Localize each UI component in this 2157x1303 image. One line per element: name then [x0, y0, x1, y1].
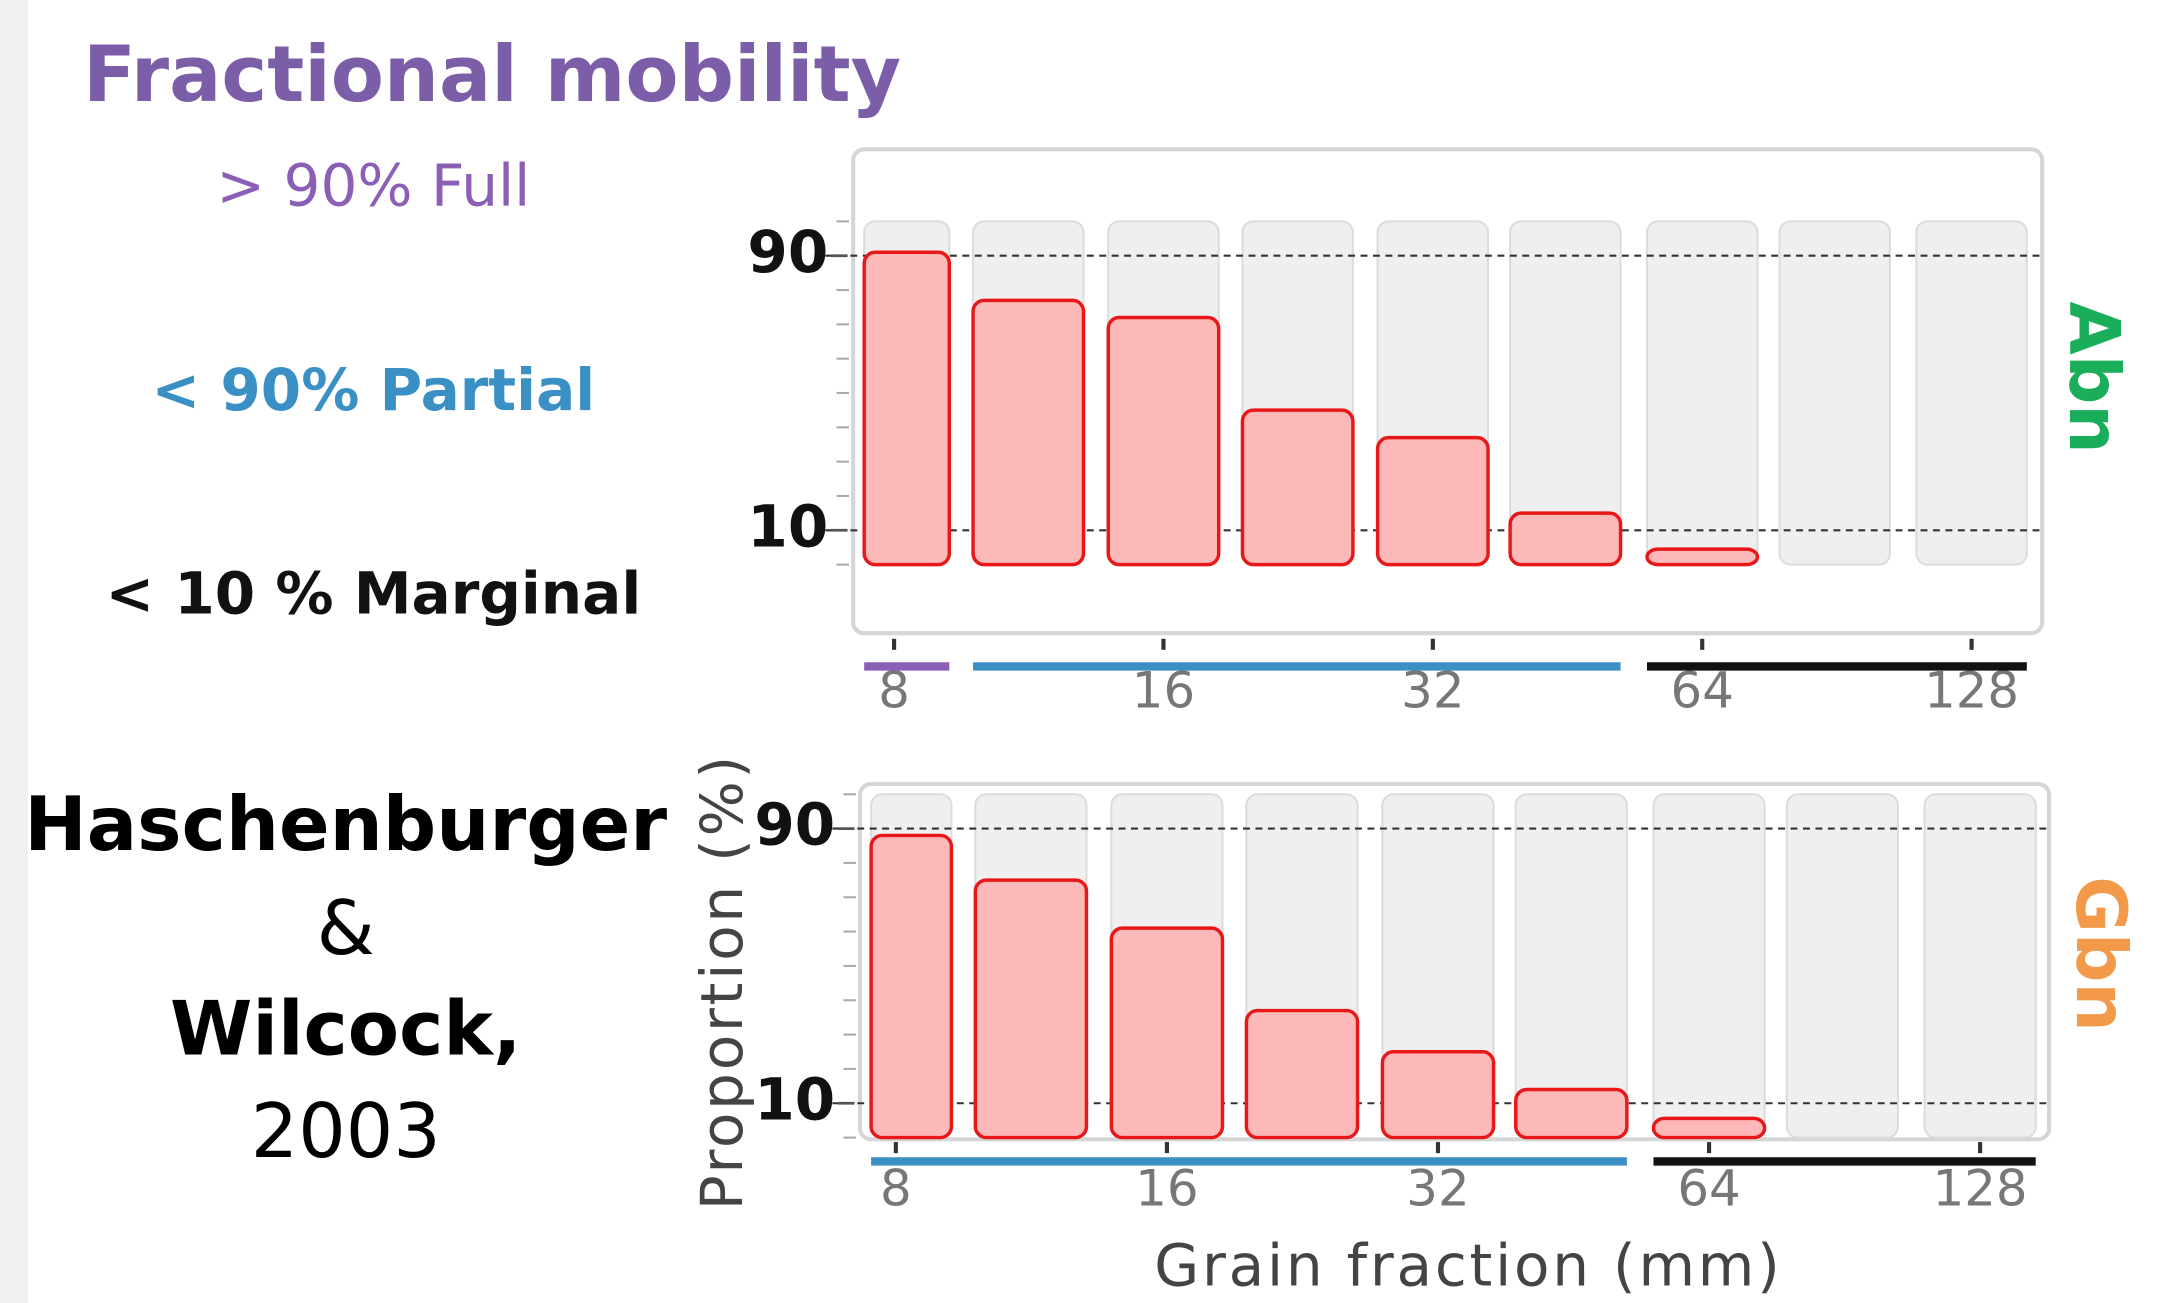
- x-tick-label: 8: [880, 1159, 912, 1217]
- facet-label: Gbn: [2060, 876, 2140, 1031]
- x-tick-label: 128: [1933, 1159, 2028, 1217]
- legend-label: > 90% Full: [216, 152, 530, 220]
- bar: [1375, 435, 1490, 567]
- x-tick-label: 32: [1406, 1159, 1469, 1217]
- bar-background: [1778, 220, 1891, 566]
- bar: [869, 833, 954, 1140]
- x-tick-label: 16: [1135, 1159, 1198, 1217]
- bar: [971, 298, 1086, 567]
- x-tick-label: 128: [1924, 662, 2019, 720]
- bar: [1109, 926, 1225, 1140]
- y-axis-label: Proportion (%): [688, 753, 756, 1210]
- y-tick-label: 10: [747, 492, 828, 560]
- bar: [1244, 1008, 1360, 1140]
- bar: [1651, 1116, 1767, 1140]
- bar-background: [1645, 220, 1759, 566]
- citation: &: [317, 885, 375, 972]
- y-tick-label: 10: [754, 1065, 835, 1133]
- bar: [1380, 1050, 1496, 1140]
- bar-background: [1514, 793, 1628, 1139]
- y-tick-label: 90: [747, 218, 828, 286]
- side-strip: [0, 0, 28, 1303]
- bar: [1106, 315, 1221, 567]
- citation: 2003: [251, 1088, 441, 1175]
- legend-label: < 10 % Marginal: [105, 559, 641, 627]
- x-axis-label: Grain fraction (mm): [1154, 1231, 1782, 1299]
- bar: [1514, 1087, 1629, 1140]
- citation: Wilcock,: [170, 986, 521, 1073]
- bar-background: [1915, 220, 2028, 566]
- bar: [1645, 547, 1760, 567]
- y-tick-label: 90: [754, 791, 835, 859]
- title: Fractional mobility: [83, 30, 901, 120]
- bar: [1508, 511, 1623, 567]
- bar-background: [1652, 793, 1766, 1139]
- facet-label: Abn: [2053, 301, 2133, 453]
- bar: [973, 878, 1089, 1140]
- x-tick-label: 64: [1677, 1159, 1740, 1217]
- x-tick-label: 16: [1132, 662, 1195, 720]
- bar-background: [1923, 793, 2037, 1139]
- x-tick-label: 8: [878, 662, 910, 720]
- x-tick-label: 32: [1401, 662, 1464, 720]
- legend-label: < 90% Partial: [152, 356, 596, 424]
- x-tick-label: 64: [1671, 662, 1734, 720]
- bar-background: [1785, 793, 1899, 1139]
- bar: [1240, 408, 1355, 567]
- citation: Haschenburger: [24, 781, 667, 868]
- bar: [862, 250, 952, 567]
